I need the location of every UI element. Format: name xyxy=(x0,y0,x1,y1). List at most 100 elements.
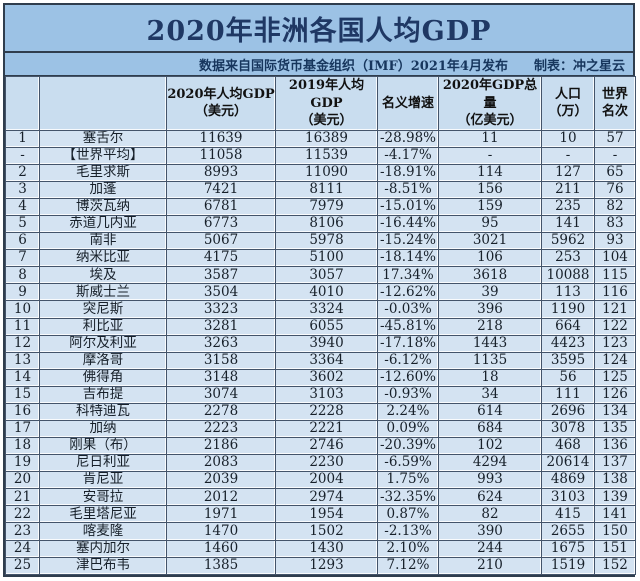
cell-total: 684 xyxy=(438,419,542,439)
table-row: 11 利比亚 3281 6055 -45.81% 218 664 122 xyxy=(5,317,636,336)
cell-index: 6 xyxy=(5,232,40,251)
cell-gdp2019: 2221 xyxy=(275,419,378,439)
cell-name: 利比亚 xyxy=(39,317,167,336)
table-credit: 制表：冲之星云 xyxy=(533,58,625,74)
cell-total: 159 xyxy=(438,197,542,217)
cell-gdp2020: 3263 xyxy=(166,334,276,353)
column-header-gdp2019: 2019年人均GDP （美元） xyxy=(275,76,378,131)
cell-name: 安哥拉 xyxy=(39,488,167,507)
table-row: 5 赤道几内亚 6773 8106 -16.44% 95 141 83 xyxy=(5,215,636,234)
table-row: 18 刚果（布） 2186 2746 -20.39% 102 468 136 xyxy=(5,437,636,456)
cell-name: 加纳 xyxy=(39,419,167,439)
cell-pop: 235 xyxy=(541,197,595,217)
table-row: 12 阿尔及利亚 3263 3940 -17.18% 1443 4423 123 xyxy=(5,334,636,353)
cell-pop: 2655 xyxy=(541,522,595,541)
cell-index: 5 xyxy=(5,215,40,234)
cell-gdp2019: 11539 xyxy=(275,146,378,165)
cell-growth: -45.81% xyxy=(377,317,439,336)
cell-name: 毛里塔尼亚 xyxy=(39,505,167,524)
cell-index: 15 xyxy=(5,385,40,404)
cell-index: 12 xyxy=(5,334,40,353)
cell-gdp2019: 2228 xyxy=(275,402,378,421)
column-header-total: 2020年GDP总量 （亿美元） xyxy=(438,76,542,131)
cell-gdp2020: 8993 xyxy=(166,163,276,182)
cell-gdp2019: 3057 xyxy=(275,266,378,285)
cell-name: 突尼斯 xyxy=(39,300,167,319)
cell-gdp2020: 2083 xyxy=(166,454,276,473)
cell-pop: 1519 xyxy=(541,556,595,576)
cell-pop: 113 xyxy=(541,283,595,302)
cell-pop: 253 xyxy=(541,249,595,268)
cell-growth: -6.59% xyxy=(377,454,439,473)
cell-rank: 116 xyxy=(594,283,636,302)
cell-name: 摩洛哥 xyxy=(39,351,167,370)
cell-growth: -0.93% xyxy=(377,385,439,404)
cell-name: 津巴布韦 xyxy=(39,556,167,576)
table-row: 15 吉布提 3074 3103 -0.93% 34 111 126 xyxy=(5,385,636,404)
table-row: 2 毛里求斯 8993 11090 -18.91% 114 127 65 xyxy=(5,163,636,182)
cell-gdp2020: 1470 xyxy=(166,522,276,541)
cell-index: 11 xyxy=(5,317,40,336)
table-row: 13 摩洛哥 3158 3364 -6.12% 1135 3595 124 xyxy=(5,351,636,370)
cell-total: 34 xyxy=(438,385,542,404)
column-header-gdp2020: 2020年人均GDP （美元） xyxy=(166,76,276,131)
cell-name: 尼日利亚 xyxy=(39,454,167,473)
cell-name: 博茨瓦纳 xyxy=(39,197,167,217)
cell-name: 南非 xyxy=(39,232,167,251)
cell-gdp2019: 3364 xyxy=(275,351,378,370)
table-row: 20 肯尼亚 2039 2004 1.75% 993 4869 138 xyxy=(5,471,636,490)
cell-rank: 115 xyxy=(594,266,636,285)
cell-growth: -17.18% xyxy=(377,334,439,353)
cell-growth: -4.17% xyxy=(377,146,439,165)
cell-gdp2020: 2223 xyxy=(166,419,276,439)
table-row: 19 尼日利亚 2083 2230 -6.59% 4294 20614 137 xyxy=(5,454,636,473)
cell-pop: 211 xyxy=(541,180,595,199)
cell-index: 14 xyxy=(5,368,40,387)
column-header-pop: 人口 （万） xyxy=(541,76,595,131)
cell-growth: -8.51% xyxy=(377,180,439,199)
cell-index: 19 xyxy=(5,454,40,473)
cell-total: - xyxy=(438,146,542,165)
cell-index: 8 xyxy=(5,266,40,285)
cell-name: 科特迪瓦 xyxy=(39,402,167,421)
cell-rank: 125 xyxy=(594,368,636,387)
cell-index: 20 xyxy=(5,471,40,490)
cell-pop: 127 xyxy=(541,163,595,182)
cell-total: 114 xyxy=(438,163,542,182)
cell-total: 244 xyxy=(438,539,542,558)
cell-index: 17 xyxy=(5,419,40,439)
cell-pop: 10088 xyxy=(541,266,595,285)
cell-total: 102 xyxy=(438,437,542,456)
cell-index: 25 xyxy=(5,556,40,576)
cell-rank: 76 xyxy=(594,180,636,199)
cell-pop: 141 xyxy=(541,215,595,234)
cell-index: 10 xyxy=(5,300,40,319)
cell-name: 塞舌尔 xyxy=(39,129,167,148)
cell-index: 16 xyxy=(5,402,40,421)
cell-name: 埃及 xyxy=(39,266,167,285)
cell-rank: 93 xyxy=(594,232,636,251)
cell-index: - xyxy=(5,146,40,165)
cell-gdp2020: 1460 xyxy=(166,539,276,558)
cell-pop: 1675 xyxy=(541,539,595,558)
cell-total: 396 xyxy=(438,300,542,319)
cell-rank: 121 xyxy=(594,300,636,319)
cell-name: 佛得角 xyxy=(39,368,167,387)
cell-growth: -16.44% xyxy=(377,215,439,234)
table-row: 21 安哥拉 2012 2974 -32.35% 624 3103 139 xyxy=(5,488,636,507)
cell-growth: -28.98% xyxy=(377,129,439,148)
cell-growth: -15.24% xyxy=(377,232,439,251)
cell-gdp2020: 3323 xyxy=(166,300,276,319)
cell-gdp2020: 4175 xyxy=(166,249,276,268)
cell-gdp2019: 4010 xyxy=(275,283,378,302)
cell-rank: 150 xyxy=(594,522,636,541)
cell-gdp2019: 3103 xyxy=(275,385,378,404)
cell-rank: 124 xyxy=(594,351,636,370)
cell-rank: - xyxy=(594,146,636,165)
cell-growth: -18.91% xyxy=(377,163,439,182)
cell-pop: 10 xyxy=(541,129,595,148)
cell-rank: 138 xyxy=(594,471,636,490)
cell-pop: 664 xyxy=(541,317,595,336)
table-body: 1 塞舌尔 11639 16389 -28.98% 11 10 57- 【世界平均】 11058 1… xyxy=(5,129,636,576)
